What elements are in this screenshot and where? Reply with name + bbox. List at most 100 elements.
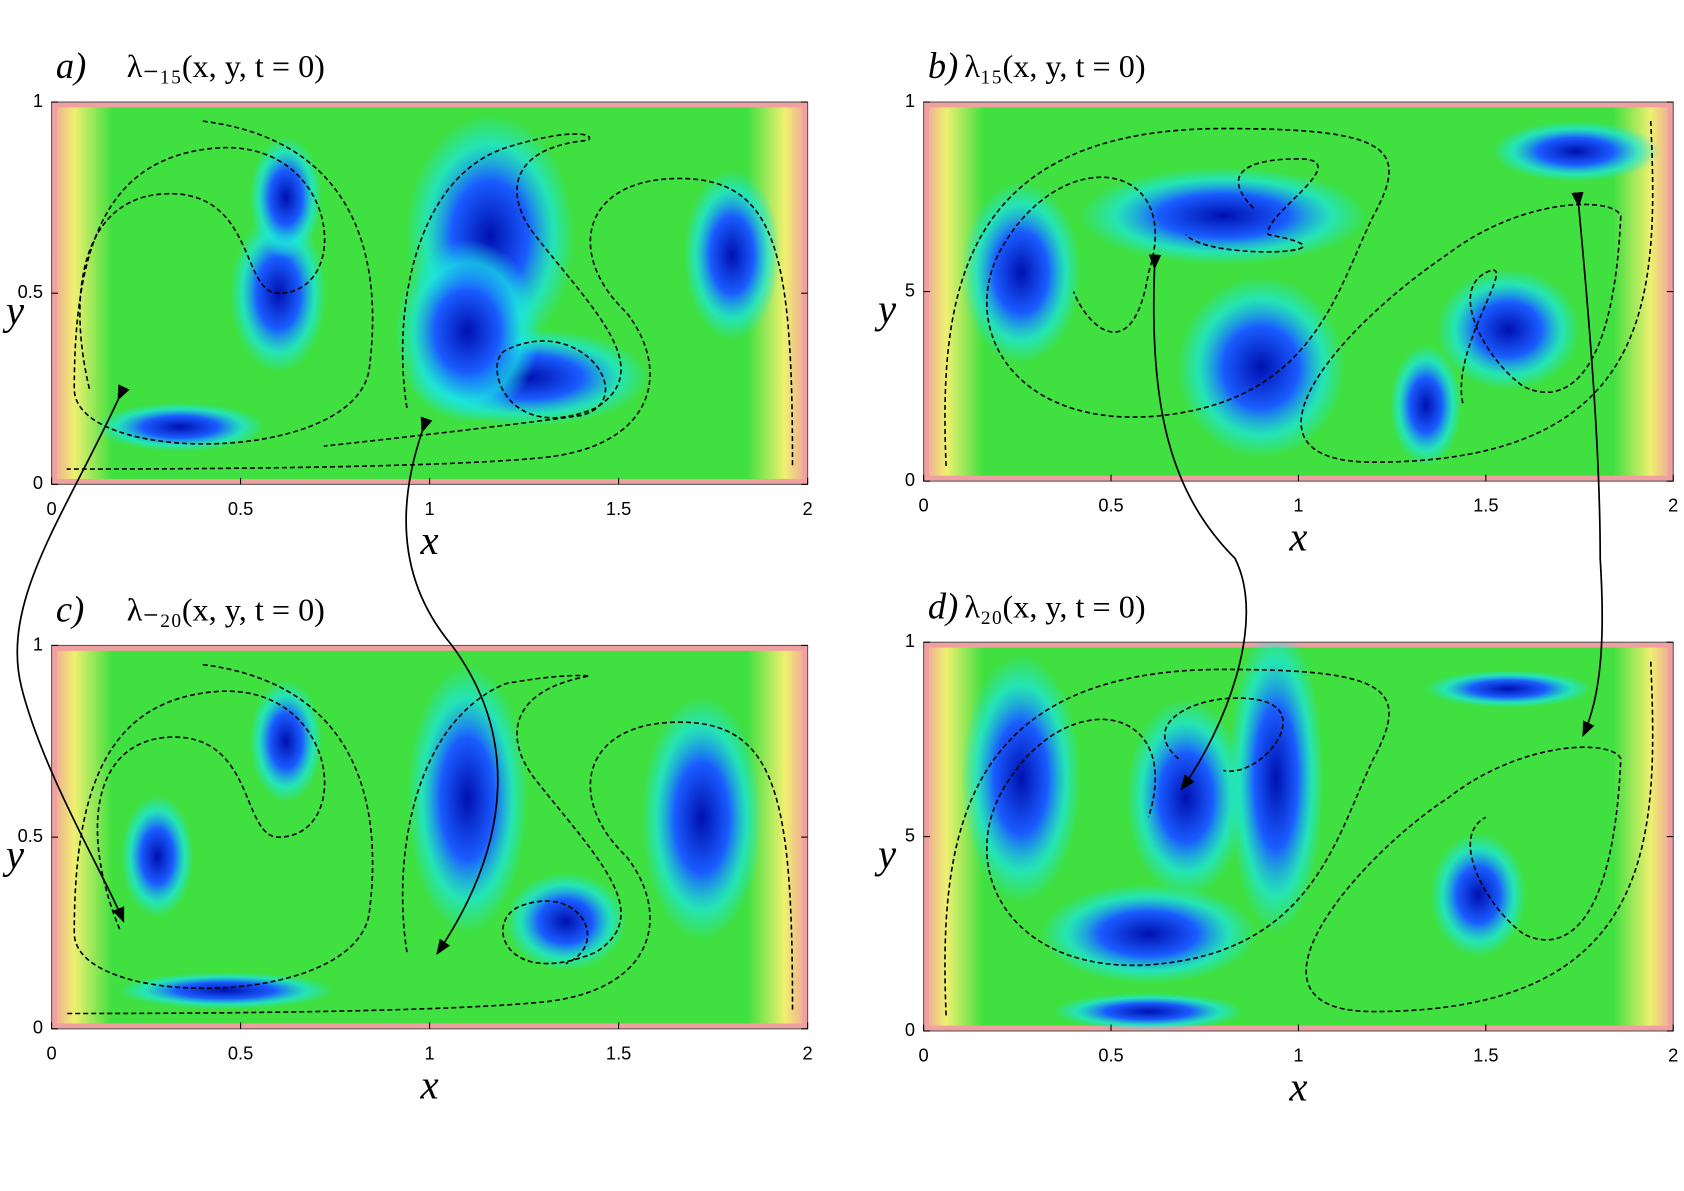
y-tick-label: 1 (33, 633, 43, 654)
x-axis-label: x (420, 518, 439, 563)
y-tick-label: 1 (33, 90, 43, 111)
arrows (16, 191, 1604, 955)
arrow (16, 384, 130, 923)
x-tick-label: 0 (919, 1045, 929, 1066)
x-tick-label: 0 (919, 495, 929, 516)
dashed-curve (67, 178, 793, 469)
blob (683, 169, 781, 341)
x-tick-label: 2 (803, 498, 813, 519)
y-tick-label: 0 (33, 472, 43, 493)
blob (1126, 698, 1246, 898)
blob (961, 181, 1082, 364)
dashed-curve (67, 722, 793, 1013)
separatrices (67, 665, 793, 1014)
panel-title: λ₁₅(x, y, t = 0) (964, 48, 1145, 84)
x-tick-label: 1 (425, 498, 435, 519)
blob (1430, 832, 1527, 958)
panel-label: a) (56, 45, 86, 86)
x-tick-label: 0 (47, 1042, 57, 1063)
y-axis-label: y (874, 831, 897, 876)
x-tick-label: 2 (1668, 495, 1678, 516)
panel-title: λ₂₀(x, y, t = 0) (964, 588, 1145, 624)
y-tick-label: 1 (905, 630, 915, 651)
separatrices (945, 662, 1653, 1016)
dashed-curve (324, 134, 621, 446)
arrow (1148, 254, 1248, 791)
x-tick-label: 0.5 (1098, 1045, 1123, 1066)
blob (1079, 167, 1368, 265)
blob (95, 402, 265, 452)
blob (394, 239, 540, 424)
dashed-curve (1306, 662, 1653, 1012)
y-tick-label: 5 (905, 824, 915, 845)
blob (1491, 120, 1660, 182)
arrow (1571, 191, 1604, 738)
x-tick-label: 1.5 (606, 498, 631, 519)
separatrices (945, 121, 1653, 466)
blob (961, 653, 1082, 903)
panel-title: λ₋₂₀(x, y, t = 0) (127, 592, 325, 628)
dashed-curve (403, 675, 621, 963)
y-tick-label: 0 (33, 1017, 43, 1038)
x-axis-label: x (420, 1062, 439, 1107)
dashed-curve (1165, 698, 1283, 771)
x-tick-label: 2 (803, 1042, 813, 1063)
blob (1176, 276, 1345, 459)
blob (1227, 642, 1324, 934)
blob (1389, 344, 1462, 466)
blob (1040, 884, 1257, 984)
blob (249, 679, 323, 803)
blob (1436, 268, 1581, 391)
x-tick-label: 1.5 (1473, 495, 1498, 516)
x-tick-label: 0.5 (228, 1042, 253, 1063)
field (923, 102, 1674, 482)
x-tick-label: 0.5 (228, 498, 253, 519)
dashed-curve (945, 129, 1389, 466)
y-axis-label: y (874, 286, 897, 331)
panel-label: c) (56, 589, 84, 630)
panel-title: λ₋₁₅(x, y, t = 0) (127, 48, 325, 84)
x-tick-label: 1 (425, 1042, 435, 1063)
blob (505, 872, 627, 971)
blob (121, 794, 194, 918)
blob (116, 972, 335, 1009)
y-tick-label: 0.5 (18, 825, 43, 846)
field (923, 642, 1674, 1031)
field (51, 102, 808, 485)
y-tick-label: 0.5 (18, 281, 43, 302)
blob (1052, 992, 1245, 1031)
blob (406, 663, 528, 934)
dashed-curve (945, 669, 1389, 1015)
arrow (405, 416, 499, 955)
y-tick-label: 5 (905, 279, 915, 300)
x-tick-label: 0 (47, 498, 57, 519)
field (51, 645, 808, 1029)
y-tick-label: 0 (905, 469, 915, 490)
x-tick-label: 1 (1293, 1045, 1303, 1066)
blob (249, 136, 323, 259)
x-tick-label: 0.5 (1098, 495, 1123, 516)
blob (641, 695, 763, 941)
x-tick-label: 1 (1293, 495, 1303, 516)
dashed-curve (1301, 121, 1653, 462)
y-tick-label: 0 (905, 1019, 915, 1040)
y-axis-label: y (2, 832, 25, 877)
y-axis-label: y (2, 288, 25, 333)
dashed-curve (74, 121, 372, 444)
x-tick-label: 1.5 (606, 1042, 631, 1063)
x-tick-label: 1.5 (1473, 1045, 1498, 1066)
x-tick-label: 2 (1668, 1045, 1678, 1066)
dashed-curve (1186, 159, 1318, 252)
panel-label: b) (928, 45, 958, 86)
x-axis-label: x (1288, 1064, 1307, 1109)
y-tick-label: 1 (905, 90, 915, 111)
x-axis-label: x (1288, 515, 1307, 560)
blob (1424, 670, 1593, 708)
panel-label: d) (928, 585, 958, 626)
separatrices (67, 121, 793, 469)
